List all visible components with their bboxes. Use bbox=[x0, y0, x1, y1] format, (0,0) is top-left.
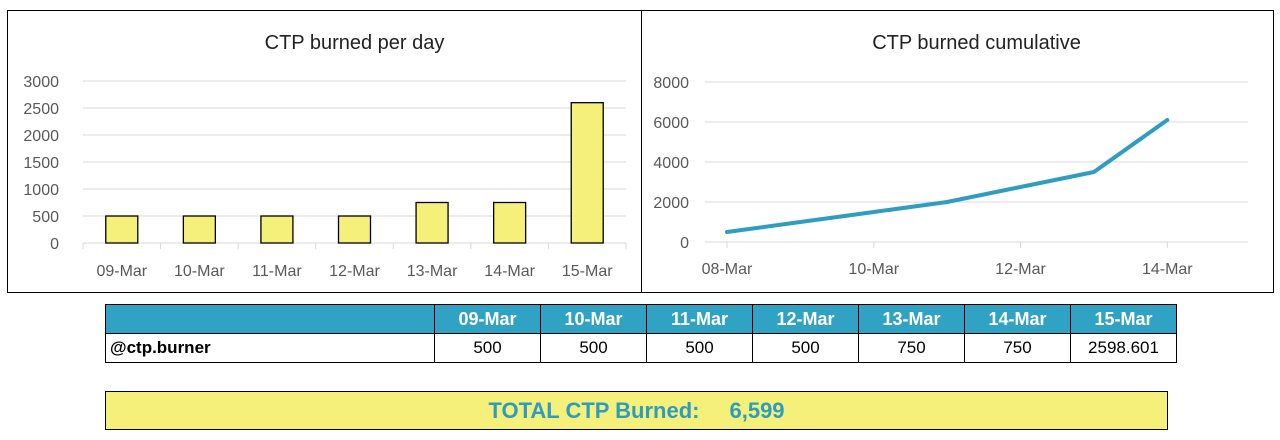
chart-title: CTP burned cumulative bbox=[872, 32, 1081, 54]
table-cell: 500 bbox=[434, 333, 541, 363]
table-header-cell bbox=[105, 304, 435, 334]
y-tick-label: 6000 bbox=[653, 115, 689, 132]
bar bbox=[182, 215, 217, 244]
total-value: 6,599 bbox=[729, 397, 785, 423]
table-header-cell: 12-Mar bbox=[752, 304, 859, 334]
x-tick-label: 10-Mar bbox=[174, 263, 225, 280]
y-tick-label: 2000 bbox=[23, 128, 59, 145]
table-header-cell: 11-Mar bbox=[646, 304, 753, 334]
table-header-cell: 10-Mar bbox=[540, 304, 647, 334]
x-tick-label: 14-Mar bbox=[484, 263, 535, 280]
table-cell: 2598.601 bbox=[1070, 333, 1177, 363]
chart-title: CTP burned per day bbox=[265, 32, 445, 54]
x-tick-label: 09-Mar bbox=[96, 263, 147, 280]
y-tick-label: 1000 bbox=[23, 182, 59, 199]
table-row: @ctp.burner 500 500 500 500 750 750 2598… bbox=[105, 333, 1177, 363]
x-tick-label: 10-Mar bbox=[848, 261, 899, 278]
y-tick-label: 4000 bbox=[653, 155, 689, 172]
burn-data-table: 09-Mar 10-Mar 11-Mar 12-Mar 13-Mar 14-Ma… bbox=[105, 304, 1177, 363]
bar bbox=[260, 215, 294, 244]
bar bbox=[570, 102, 604, 244]
line-chart-panel: CTP burned cumulative 0 2000 4000 6000 8000 08… bbox=[641, 10, 1274, 293]
y-tick-label: 3000 bbox=[23, 74, 59, 91]
y-tick-label: 2500 bbox=[23, 101, 59, 118]
y-tick-label: 0 bbox=[50, 236, 59, 253]
bar bbox=[492, 201, 527, 244]
table-cell: 750 bbox=[858, 333, 965, 363]
bar-chart-panel: CTP burned per day 0 500 1000 1500 2000 2500 30… bbox=[7, 10, 642, 293]
x-tick-label: 15-Mar bbox=[562, 263, 613, 280]
y-tick-label: 500 bbox=[32, 209, 59, 226]
total-label: TOTAL CTP Burned: bbox=[488, 397, 700, 423]
table-cell: 750 bbox=[964, 333, 1071, 363]
x-tick-label: 12-Mar bbox=[329, 263, 380, 280]
bar bbox=[415, 201, 449, 244]
table-header-cell: 14-Mar bbox=[964, 304, 1071, 334]
x-tick-label: 12-Mar bbox=[995, 261, 1046, 278]
y-tick-label: 0 bbox=[680, 235, 689, 252]
bar bbox=[105, 215, 139, 244]
y-tick-label: 8000 bbox=[653, 75, 689, 92]
table-cell: 500 bbox=[752, 333, 859, 363]
line-chart: CTP burned cumulative 0 2000 4000 6000 8000 08… bbox=[653, 32, 1248, 278]
bar bbox=[337, 215, 372, 244]
y-tick-label: 1500 bbox=[23, 155, 59, 172]
table-header-cell: 15-Mar bbox=[1070, 304, 1177, 334]
table-header-cell: 13-Mar bbox=[858, 304, 965, 334]
table-cell: 500 bbox=[646, 333, 753, 363]
table-header-row: 09-Mar 10-Mar 11-Mar 12-Mar 13-Mar 14-Ma… bbox=[105, 304, 1177, 334]
bar-chart: CTP burned per day 0 500 1000 1500 2000 2500 30… bbox=[23, 32, 627, 280]
table-row-label: @ctp.burner bbox=[105, 333, 435, 363]
x-tick-label: 13-Mar bbox=[407, 263, 458, 280]
y-tick-label: 2000 bbox=[653, 195, 689, 212]
total-burned-banner: TOTAL CTP Burned: 6,599 bbox=[105, 391, 1168, 430]
x-tick-label: 11-Mar bbox=[252, 263, 302, 280]
table-header-cell: 09-Mar bbox=[434, 304, 541, 334]
table-cell: 500 bbox=[540, 333, 647, 363]
x-tick-label: 08-Mar bbox=[702, 261, 753, 278]
series-line bbox=[725, 118, 1170, 234]
x-tick-label: 14-Mar bbox=[1142, 261, 1193, 278]
